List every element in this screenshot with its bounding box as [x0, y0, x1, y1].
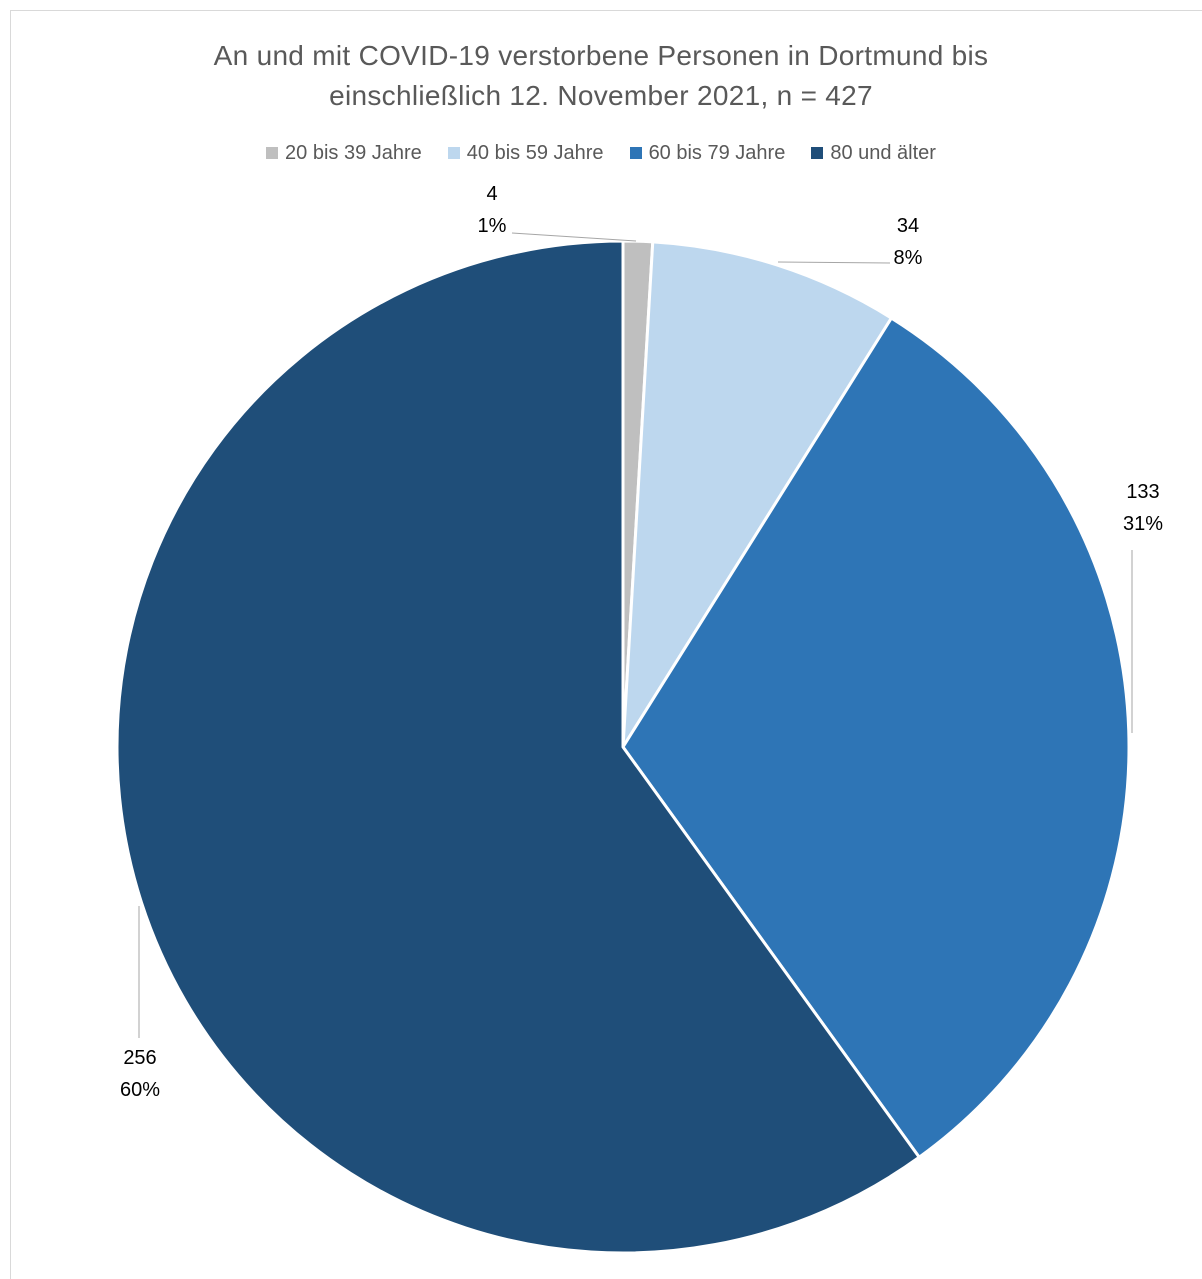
leader-line-40-59 [777, 261, 891, 264]
leader-lines [138, 232, 1133, 1038]
legend-swatch-60-79 [629, 147, 642, 159]
data-label-value-40-59: 34 [897, 215, 919, 237]
chart-title: An und mit COVID-19 verstorbene Personen… [0, 36, 1202, 116]
data-label-percent-80-plus: 60% [120, 1079, 160, 1101]
legend-label-80-plus: 80 und älter [830, 142, 936, 164]
data-label-value-60-79: 133 [1126, 481, 1159, 503]
legend-item-40-59: 40 bis 59 Jahre [447, 140, 604, 166]
chart-title-line-1: An und mit COVID-19 verstorbene Personen… [213, 40, 989, 71]
legend-item-60-79: 60 bis 79 Jahre [629, 140, 786, 166]
pie-slice-60-79 [621, 316, 1131, 1159]
pie-slice-40-59 [621, 240, 893, 749]
data-labels: 4 1% 34 8% 133 31% 256 60% [120, 183, 1163, 1101]
legend-item-80-plus: 80 und älter [811, 140, 936, 166]
legend-swatch-40-59 [447, 147, 460, 159]
leader-line-20-39 [511, 232, 637, 242]
legend-swatch-20-39 [266, 147, 279, 159]
data-label-value-20-39: 4 [486, 183, 497, 205]
pie-slice-80-plus [115, 239, 921, 1255]
legend-label-40-59: 40 bis 59 Jahre [466, 142, 604, 164]
data-label-value-80-plus: 256 [123, 1047, 156, 1069]
data-label-percent-40-59: 8% [894, 247, 923, 269]
pie-slices [115, 239, 1131, 1255]
data-label-percent-20-39: 1% [478, 215, 507, 237]
legend-label-20-39: 20 bis 39 Jahre [285, 142, 422, 164]
chart-legend: 20 bis 39 Jahre 40 bis 59 Jahre 60 bis 7… [0, 140, 1202, 166]
chart-title-line-2: einschließlich 12. November 2021, n = 42… [329, 80, 873, 111]
data-label-percent-60-79: 31% [1123, 513, 1163, 535]
legend-item-20-39: 20 bis 39 Jahre [266, 140, 422, 166]
legend-swatch-80-plus [811, 147, 824, 159]
legend-label-60-79: 60 bis 79 Jahre [648, 142, 786, 164]
